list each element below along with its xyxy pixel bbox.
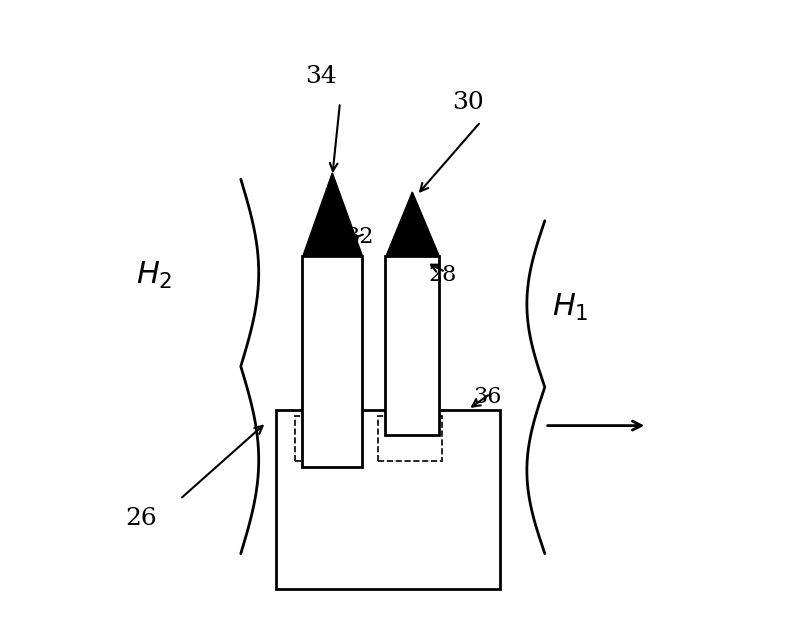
Text: $H_2$: $H_2$	[137, 260, 173, 291]
Text: 34: 34	[305, 65, 337, 88]
Polygon shape	[386, 192, 440, 256]
Bar	[276, 410, 500, 589]
Text: 26: 26	[126, 507, 158, 530]
Text: 36: 36	[473, 386, 502, 408]
Text: 32: 32	[345, 226, 373, 248]
Text: 28: 28	[428, 264, 457, 286]
Text: $H_1$: $H_1$	[552, 292, 589, 323]
Bar	[295, 416, 360, 461]
Bar	[385, 256, 440, 435]
Polygon shape	[303, 173, 363, 256]
Bar	[378, 416, 443, 461]
Bar	[301, 256, 363, 467]
Text: 30: 30	[452, 91, 484, 114]
